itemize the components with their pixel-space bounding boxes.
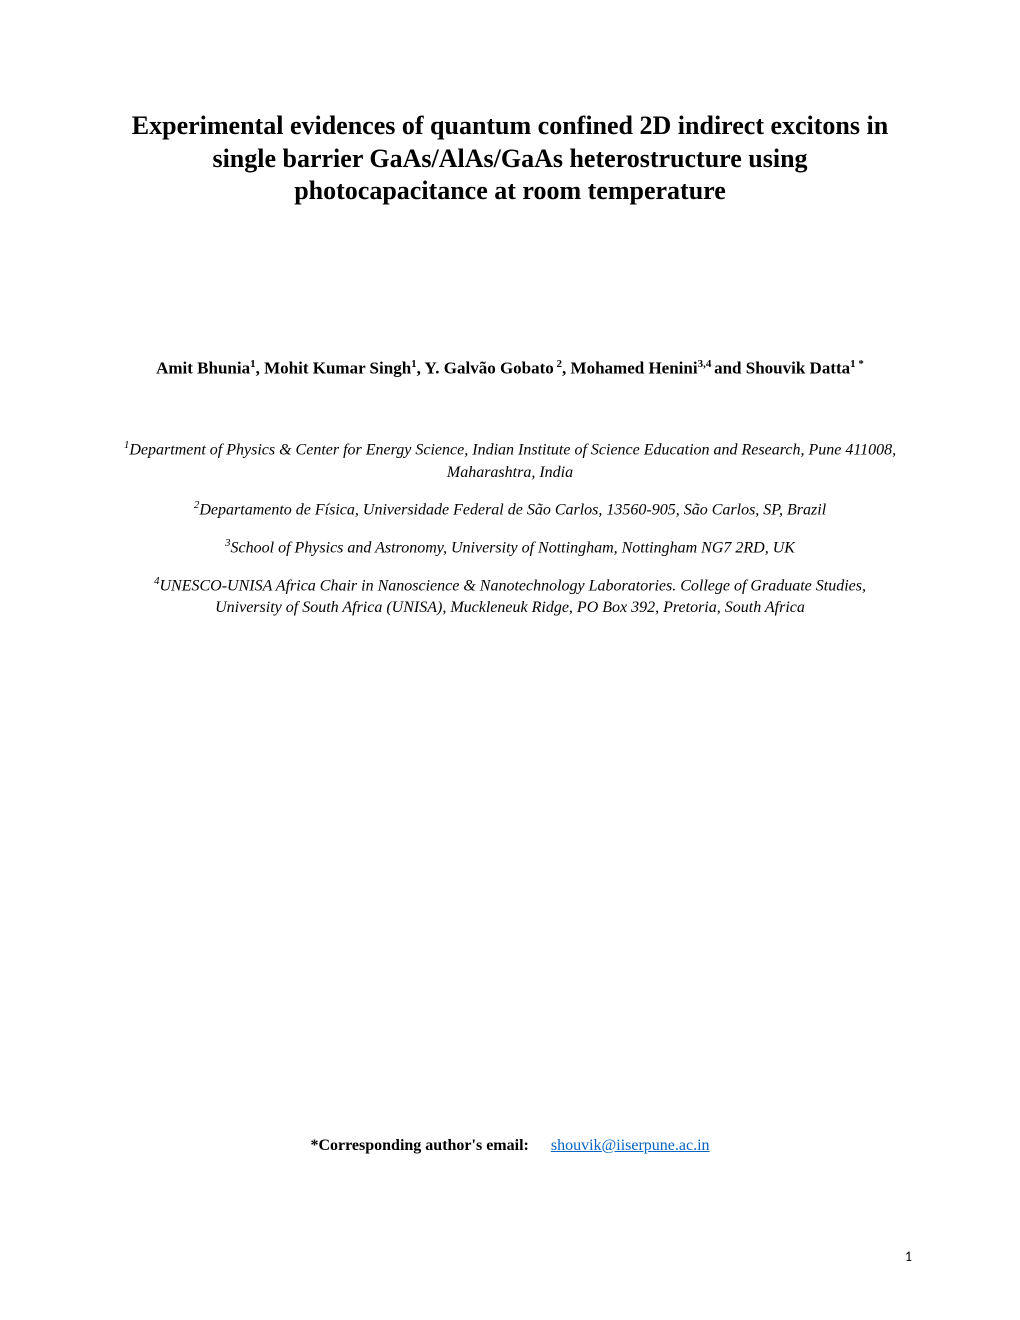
- affiliation-2-text: Departamento de Física, Universidade Fed…: [199, 502, 826, 519]
- author-4: , Mohamed Henini: [562, 358, 698, 377]
- affiliation-4: 4UNESCO-UNISA Africa Chair in Nanoscienc…: [120, 574, 900, 620]
- page-number: 1: [905, 1248, 912, 1265]
- affiliation-1: 1Department of Physics & Center for Ener…: [120, 438, 900, 484]
- affiliation-1-text: Department of Physics & Center for Energ…: [129, 441, 896, 480]
- author-5-pre: and: [714, 358, 746, 377]
- author-5-sup: 1 *: [850, 358, 864, 370]
- affiliation-3: 3School of Physics and Astronomy, Univer…: [120, 536, 900, 560]
- affiliation-4-text: UNESCO-UNISA Africa Chair in Nanoscience…: [160, 577, 866, 616]
- corresponding-email-link[interactable]: shouvik@iiserpune.ac.in: [551, 1137, 710, 1154]
- affiliation-2: 2Departamento de Física, Universidade Fe…: [120, 498, 900, 522]
- author-1: Amit Bhunia: [156, 358, 250, 377]
- corresponding-label: *Corresponding author's email:: [310, 1137, 528, 1154]
- author-3: , Y. Galvão Gobato: [417, 358, 554, 377]
- affiliations-block: 1Department of Physics & Center for Ener…: [120, 438, 900, 620]
- affiliation-3-text: School of Physics and Astronomy, Univers…: [231, 539, 795, 556]
- author-5: Shouvik Datta: [746, 358, 850, 377]
- paper-title: Experimental evidences of quantum confin…: [120, 110, 900, 208]
- author-3-sup: 2: [554, 358, 562, 370]
- corresponding-author: *Corresponding author's email: shouvik@i…: [0, 1137, 1020, 1155]
- authors-line: Amit Bhunia1, Mohit Kumar Singh1, Y. Gal…: [120, 358, 900, 379]
- author-4-sup: 3,4: [698, 358, 715, 370]
- author-2: , Mohit Kumar Singh: [256, 358, 412, 377]
